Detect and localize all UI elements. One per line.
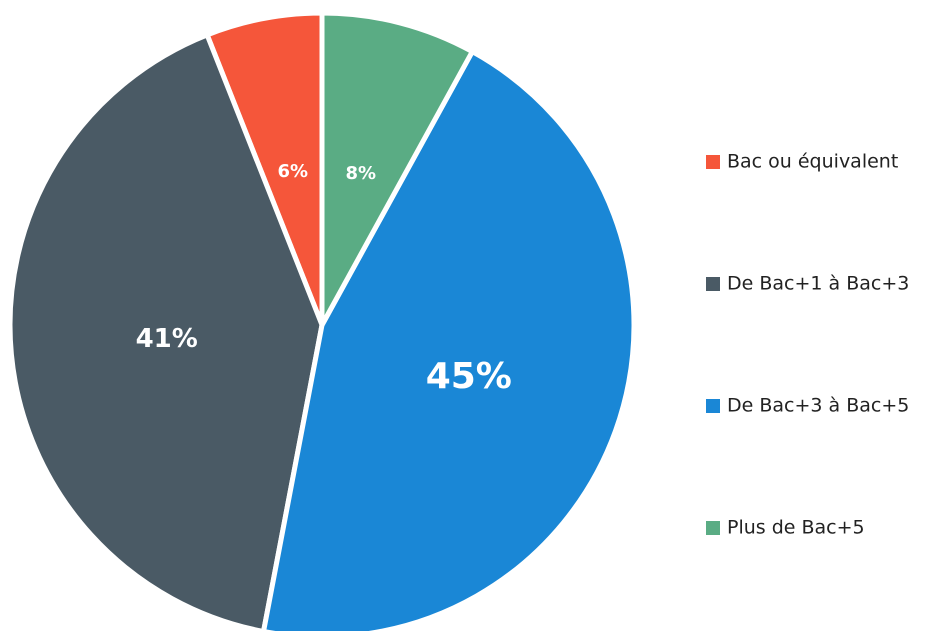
legend-swatch (706, 277, 720, 291)
legend-swatch (706, 521, 720, 535)
legend-swatch (706, 399, 720, 413)
pie-slice (319, 10, 476, 327)
data-label: 8% (346, 163, 377, 184)
pie-slice (7, 31, 325, 631)
legend-swatch (706, 155, 720, 169)
legend-label: De Bac+3 à Bac+5 (727, 395, 909, 417)
pie-slice (261, 48, 637, 631)
data-label: 6% (277, 161, 308, 182)
legend-label: Bac ou équivalent (727, 151, 898, 173)
data-label: 45% (426, 356, 512, 397)
data-label: 41% (136, 324, 198, 354)
legend-label: De Bac+1 à Bac+3 (727, 273, 909, 295)
legend-label: Plus de Bac+5 (727, 517, 865, 539)
